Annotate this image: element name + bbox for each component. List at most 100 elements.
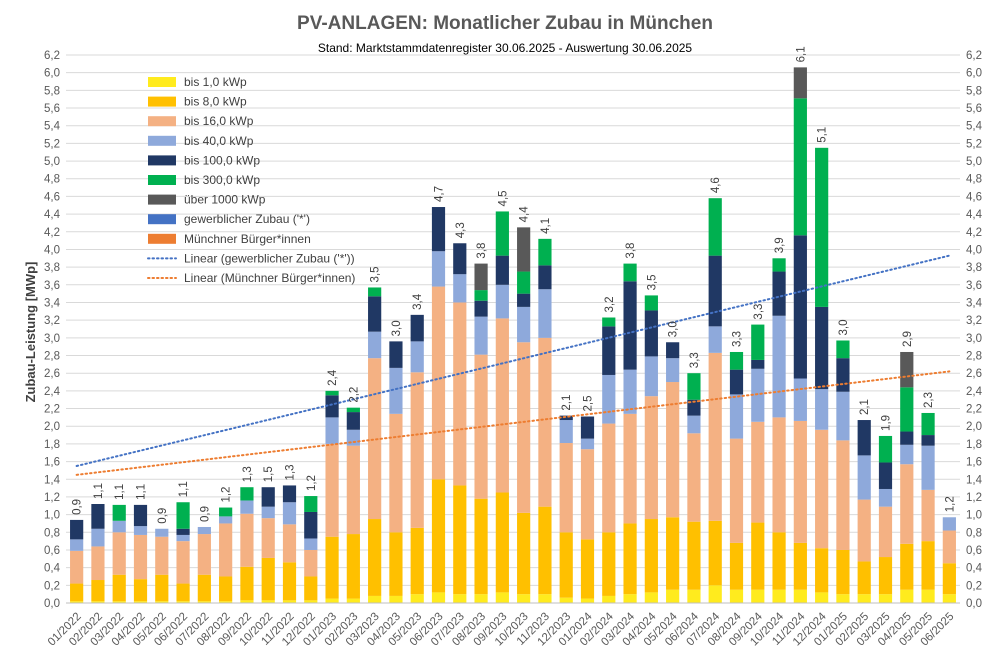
bar-segment [176,583,190,602]
y-tick-label-right: 0,8 [966,527,982,539]
y-tick-label-left: 5,0 [44,156,60,168]
y-tick-label-right: 3,4 [966,297,983,309]
y-tick-label-left: 3,4 [44,297,61,309]
bar-segment [91,580,105,602]
bar-segment [219,576,233,602]
bar-segment [815,592,829,603]
bar-segment [878,506,893,558]
bar-segment [70,583,84,602]
bar-segment [666,589,680,603]
bar-segment [240,500,254,514]
bar-segment [368,519,382,596]
bar-segment [729,369,744,395]
bar-segment [708,585,722,603]
total-label: 3,8 [625,243,637,259]
y-tick-label-left: 0,6 [44,545,60,557]
bar-segment [389,367,403,414]
bar-segment [900,464,914,544]
total-label: 3,3 [753,304,765,320]
bar-segment [474,498,488,595]
bar-segment [602,317,616,327]
bar-segment [304,511,318,539]
total-label: 3,5 [646,274,658,290]
y-tick-label-right: 4,2 [966,227,982,239]
bar-segment [644,356,658,397]
total-label: 1,1 [93,483,105,499]
bar-segment [942,563,956,595]
bar-segment [91,601,105,603]
bar-segment [453,485,467,595]
bar-segment [666,358,680,383]
bar-segment [878,557,893,595]
bar-segment [325,390,339,396]
bar-segment [304,549,318,577]
total-label: 3,9 [774,237,786,253]
gridlines [66,54,960,604]
bar-segment [346,534,360,599]
bar-segment [772,315,786,418]
y-tick-label-left: 3,6 [44,280,60,292]
bar-segment [538,238,552,266]
bars [70,67,956,603]
bar-segment [793,235,807,379]
bar-segment [240,513,254,567]
bar-segment [197,534,211,575]
bar-segment [580,416,595,439]
total-label: 3,0 [668,321,680,337]
y-tick-label-left: 0,8 [44,527,60,539]
y-tick-label-right: 5,2 [966,138,982,150]
bar-segment [219,601,233,603]
y-tick-label-right: 1,4 [966,474,983,486]
bar-segment [389,595,403,603]
bar-segment [793,542,807,590]
legend-swatch [148,96,176,107]
total-label: 4,1 [540,218,552,234]
y-tick-label-right: 0,0 [966,598,982,610]
y-tick-label-right: 5,4 [966,121,983,133]
legend-swatch [148,77,176,87]
total-label: 3,0 [838,319,850,335]
bar-segment [431,207,446,252]
bar-segment [261,487,275,507]
bar-segment [772,258,786,272]
y-tick-label-right: 3,8 [966,262,982,274]
bar-segment [325,443,339,537]
legend-label: gewerblicher Zubau ('*') [184,212,310,226]
bar-segment [644,295,658,311]
bar-segment [517,594,531,603]
bar-segment [282,562,297,601]
y-tick-label-right: 1,8 [966,439,982,451]
y-tick-label-right: 3,6 [966,280,982,292]
legend-swatch [148,116,176,127]
bar-segment [495,284,509,319]
total-label: 1,5 [263,466,275,482]
legend-swatch [148,214,176,225]
bar-segment [325,395,339,418]
bar-segment [304,576,318,601]
y-tick-label-left: 3,0 [44,333,60,345]
total-label: 3,2 [604,297,616,313]
bar-segment [495,255,509,285]
legend-label: bis 1,0 kWp [184,75,247,89]
bar-segment [155,536,169,575]
bar-segment [623,281,637,370]
bar-segment [389,532,403,596]
y-tick-label-right: 1,0 [966,510,982,522]
y-tick-label-left: 5,8 [44,85,60,97]
total-label: 3,0 [391,320,403,336]
bar-segment [900,444,914,465]
bar-segment [495,592,509,603]
bar-segment [644,310,658,357]
bar-segment [112,520,126,533]
bar-segment [836,549,850,595]
total-label: 4,4 [519,206,531,223]
bar-segment [155,574,169,602]
bar-segment [708,326,722,353]
bar-segment [729,589,744,603]
bar-segment [729,351,744,370]
bar-segment [495,318,509,493]
bar-segment [878,435,893,463]
bar-segment [602,326,616,375]
bar-segment [474,263,488,291]
legend-swatch [148,135,176,146]
